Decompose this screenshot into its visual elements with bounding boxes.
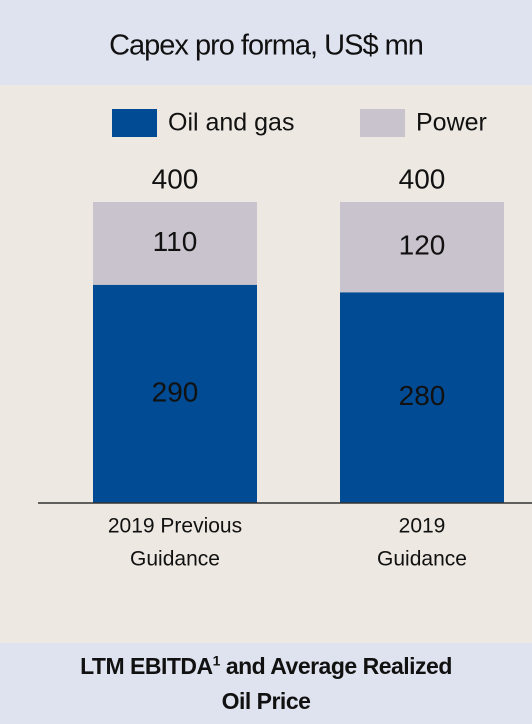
legend-label: Power [416,109,487,137]
footer: LTM EBITDA1 and Average Realized Oil Pri… [0,643,532,724]
x-tick-label: 2019 Previous [108,515,242,538]
legend-swatch [360,109,405,137]
footer-line: Oil Price [221,688,311,714]
data-label: 280 [399,380,446,411]
legend-label: Oil and gas [168,109,294,137]
footnote-mark: 1 [212,652,221,669]
footer-text: LTM EBITDA [80,653,213,679]
footer-text: and Average Realized [219,653,453,679]
x-tick-label: Guidance [377,548,467,571]
total-label: 400 [399,163,446,194]
data-label: 120 [399,230,446,261]
x-tick-label: Guidance [130,548,220,571]
data-label: 110 [153,226,198,257]
total-label: 400 [152,163,199,194]
bar-segment [93,284,257,503]
bar-segment [340,202,504,293]
chart: Capex pro forma, US$ mn Oil and gas Power… [0,0,532,571]
x-tick-label: 2019 [399,515,446,538]
chart-title: Capex pro forma, US$ mn [109,30,423,62]
legend-swatch [112,109,157,137]
bar-segment [340,292,504,503]
data-label: 290 [152,376,199,407]
title-band [0,0,532,85]
footer-line: LTM EBITDA1 and Average Realized [0,649,532,684]
bar-segment [93,202,257,285]
